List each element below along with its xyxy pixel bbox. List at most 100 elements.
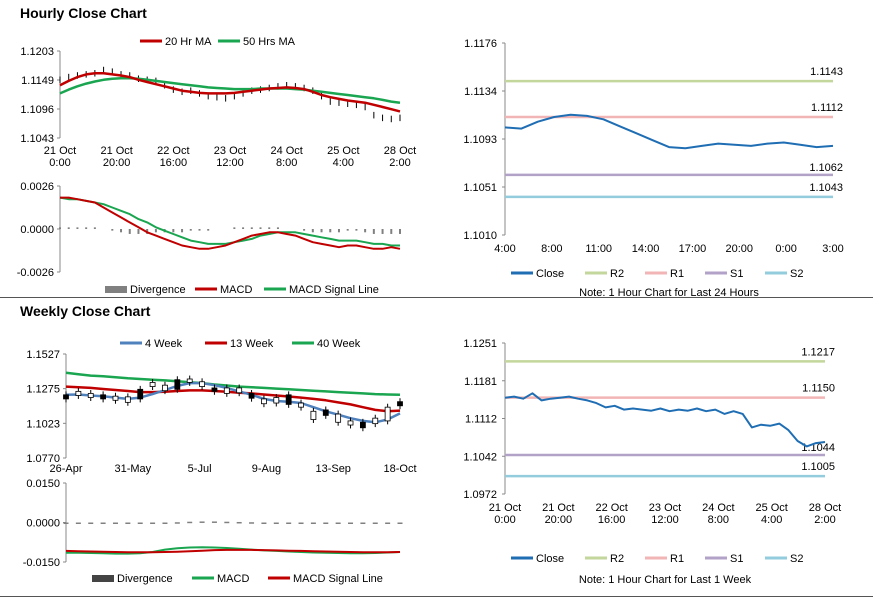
weekly-macd-y-tick-label: -0.0150 <box>23 557 60 569</box>
hourly-levels-legend-s1-label: S1 <box>730 268 743 280</box>
weekly-candle-body <box>397 401 403 407</box>
weekly-40wk-line <box>65 371 401 397</box>
weekly-divergence-bar <box>323 522 329 524</box>
weekly-candle-body <box>236 387 243 394</box>
weekly-levels-x-tick-label: 2:00 <box>814 514 835 526</box>
weekly-divergence-bar <box>174 522 180 524</box>
weekly-divergence-bar <box>199 521 205 523</box>
weekly-levels-x-tick-label: 21 Oct <box>542 502 574 514</box>
weekly-price-x-tick-label: 5-Jul <box>188 463 212 475</box>
weekly-candle-body <box>63 394 69 400</box>
hourly-section-title: Hourly Close Chart <box>20 5 147 21</box>
weekly-divergence-bar <box>63 522 69 524</box>
hourly-levels-level-label-r1: 1.1112 <box>811 102 843 114</box>
weekly-divergence-bar <box>249 522 255 524</box>
weekly-levels-x-tick-label: 25 Oct <box>755 502 787 514</box>
legend-weekly-divergence-label: Divergence <box>117 573 173 585</box>
weekly-divergence-bar <box>75 522 81 524</box>
weekly-candle-body <box>174 379 181 390</box>
hourly-levels-x-tick-label: 14:00 <box>632 243 660 255</box>
weekly-levels-legend-s2-label: S2 <box>790 553 803 565</box>
weekly-levels-level-label-r1: 1.1150 <box>802 383 835 395</box>
weekly-divergence-bar <box>162 522 168 524</box>
hourly-macd-line <box>60 196 401 250</box>
weekly-levels-y-tick-label: 1.1112 <box>465 414 497 426</box>
weekly-divergence-bar <box>348 522 354 524</box>
hourly-levels-legend-r1-label: R1 <box>670 268 684 280</box>
weekly-divergence-bar <box>372 522 378 524</box>
weekly-candle-body <box>359 421 366 429</box>
weekly-divergence-bar <box>397 522 403 524</box>
weekly-levels-legend-r2-label: R2 <box>610 553 624 565</box>
weekly-candle-body <box>298 402 304 408</box>
weekly-levels-x-tick-label: 28 Oct <box>809 502 841 514</box>
weekly-candle-body <box>162 384 168 392</box>
bottom-divider <box>0 596 873 597</box>
weekly-candle-body <box>223 387 230 394</box>
hourly-levels-y-tick-label: 1.1051 <box>463 182 497 194</box>
weekly-divergence-bar <box>137 522 143 524</box>
weekly-divergence-bar <box>273 522 279 524</box>
hourly-levels-legend-r2-label: R2 <box>610 268 624 280</box>
weekly-candle-body <box>149 382 156 387</box>
hourly-levels-y-tick-label: 1.1134 <box>464 86 497 98</box>
hourly-macd-signal-line <box>59 196 400 247</box>
hourly-macd-y-tick-label: -0.0026 <box>17 267 54 279</box>
weekly-levels-legend-r1-label: R1 <box>670 553 684 565</box>
weekly-price-y-tick-label: 1.1023 <box>26 418 60 430</box>
weekly-candle-body <box>335 413 342 423</box>
hourly-levels-x-tick-label: 8:00 <box>541 243 562 255</box>
weekly-levels-x-tick-label: 12:00 <box>651 514 679 526</box>
weekly-price-x-tick-label: 13-Sep <box>315 463 350 475</box>
weekly-levels-x-tick-label: 0:00 <box>494 514 515 526</box>
hourly-price-y-tick-label: 1.1096 <box>20 104 54 116</box>
hourly-levels-y-tick-label: 1.1176 <box>464 38 497 50</box>
weekly-divergence-bar <box>112 522 118 524</box>
hourly-price-x-tick-label: 4:00 <box>333 157 354 169</box>
weekly-divergence-bar <box>360 522 366 524</box>
hourly-levels-x-tick-label: 4:00 <box>494 243 515 255</box>
weekly-levels-note: Note: 1 Hour Chart for Last 1 Week <box>579 574 752 586</box>
hourly-price-x-tick-label: 2:00 <box>389 157 410 169</box>
legend-13wk-label: 13 Week <box>230 338 274 350</box>
weekly-candle-body <box>186 378 193 383</box>
weekly-candle-body <box>137 388 144 400</box>
hourly-levels-level-label-r2: 1.1143 <box>810 66 843 78</box>
legend-weekly-macd-label: MACD <box>217 573 249 585</box>
weekly-price-y-tick-label: 1.0770 <box>26 453 60 465</box>
weekly-levels-x-tick-label: 24 Oct <box>702 502 734 514</box>
weekly-candle-body <box>372 417 379 425</box>
weekly-candle-body <box>273 397 280 404</box>
weekly-candle-body <box>100 394 107 400</box>
weekly-levels-x-tick-label: 16:00 <box>598 514 626 526</box>
hourly-levels-y-tick-label: 1.1093 <box>463 134 497 146</box>
weekly-13wk-line <box>65 385 401 413</box>
weekly-levels-y-tick-label: 1.1042 <box>463 451 497 463</box>
weekly-price-x-tick-label: 31-May <box>114 463 151 475</box>
hourly-levels-close-line <box>504 113 834 150</box>
hourly-levels-y-tick-label: 1.1010 <box>463 230 497 242</box>
hourly-macd-y-tick-label: 0.0000 <box>20 224 54 236</box>
hourly-levels-x-tick-label: 20:00 <box>726 243 754 255</box>
weekly-levels-y-tick-label: 1.1181 <box>464 376 497 388</box>
legend-hourly-macd-signal-label: MACD Signal Line <box>289 284 379 296</box>
weekly-macd-y-tick-label: 0.0000 <box>26 518 60 530</box>
hourly-levels-note: Note: 1 Hour Chart for Last 24 Hours <box>579 287 759 299</box>
hourly-20hr-ma-line <box>59 72 401 113</box>
weekly-levels-level-label-s2: 1.1005 <box>801 461 835 473</box>
weekly-price-x-tick-label: 26-Apr <box>49 463 82 475</box>
weekly-divergence-bar <box>236 521 242 524</box>
legend-40wk-label: 40 Week <box>317 338 361 350</box>
hourly-price-x-tick-label: 12:00 <box>216 157 244 169</box>
legend-hourly-macd-label: MACD <box>220 284 252 296</box>
weekly-levels-close-line <box>504 392 826 448</box>
legend-weekly-divergence-swatch <box>92 575 114 582</box>
weekly-candle-body <box>322 409 329 416</box>
legend-20hr-ma-label: 20 Hr MA <box>165 36 212 48</box>
weekly-divergence-bar <box>150 522 156 524</box>
weekly-candle-body <box>384 406 391 422</box>
weekly-levels-x-tick-label: 23 Oct <box>649 502 681 514</box>
hourly-levels-legend-s2-label: S2 <box>790 268 803 280</box>
hourly-price-x-tick-label: 23 Oct <box>214 145 246 157</box>
weekly-divergence-bar <box>286 522 292 524</box>
